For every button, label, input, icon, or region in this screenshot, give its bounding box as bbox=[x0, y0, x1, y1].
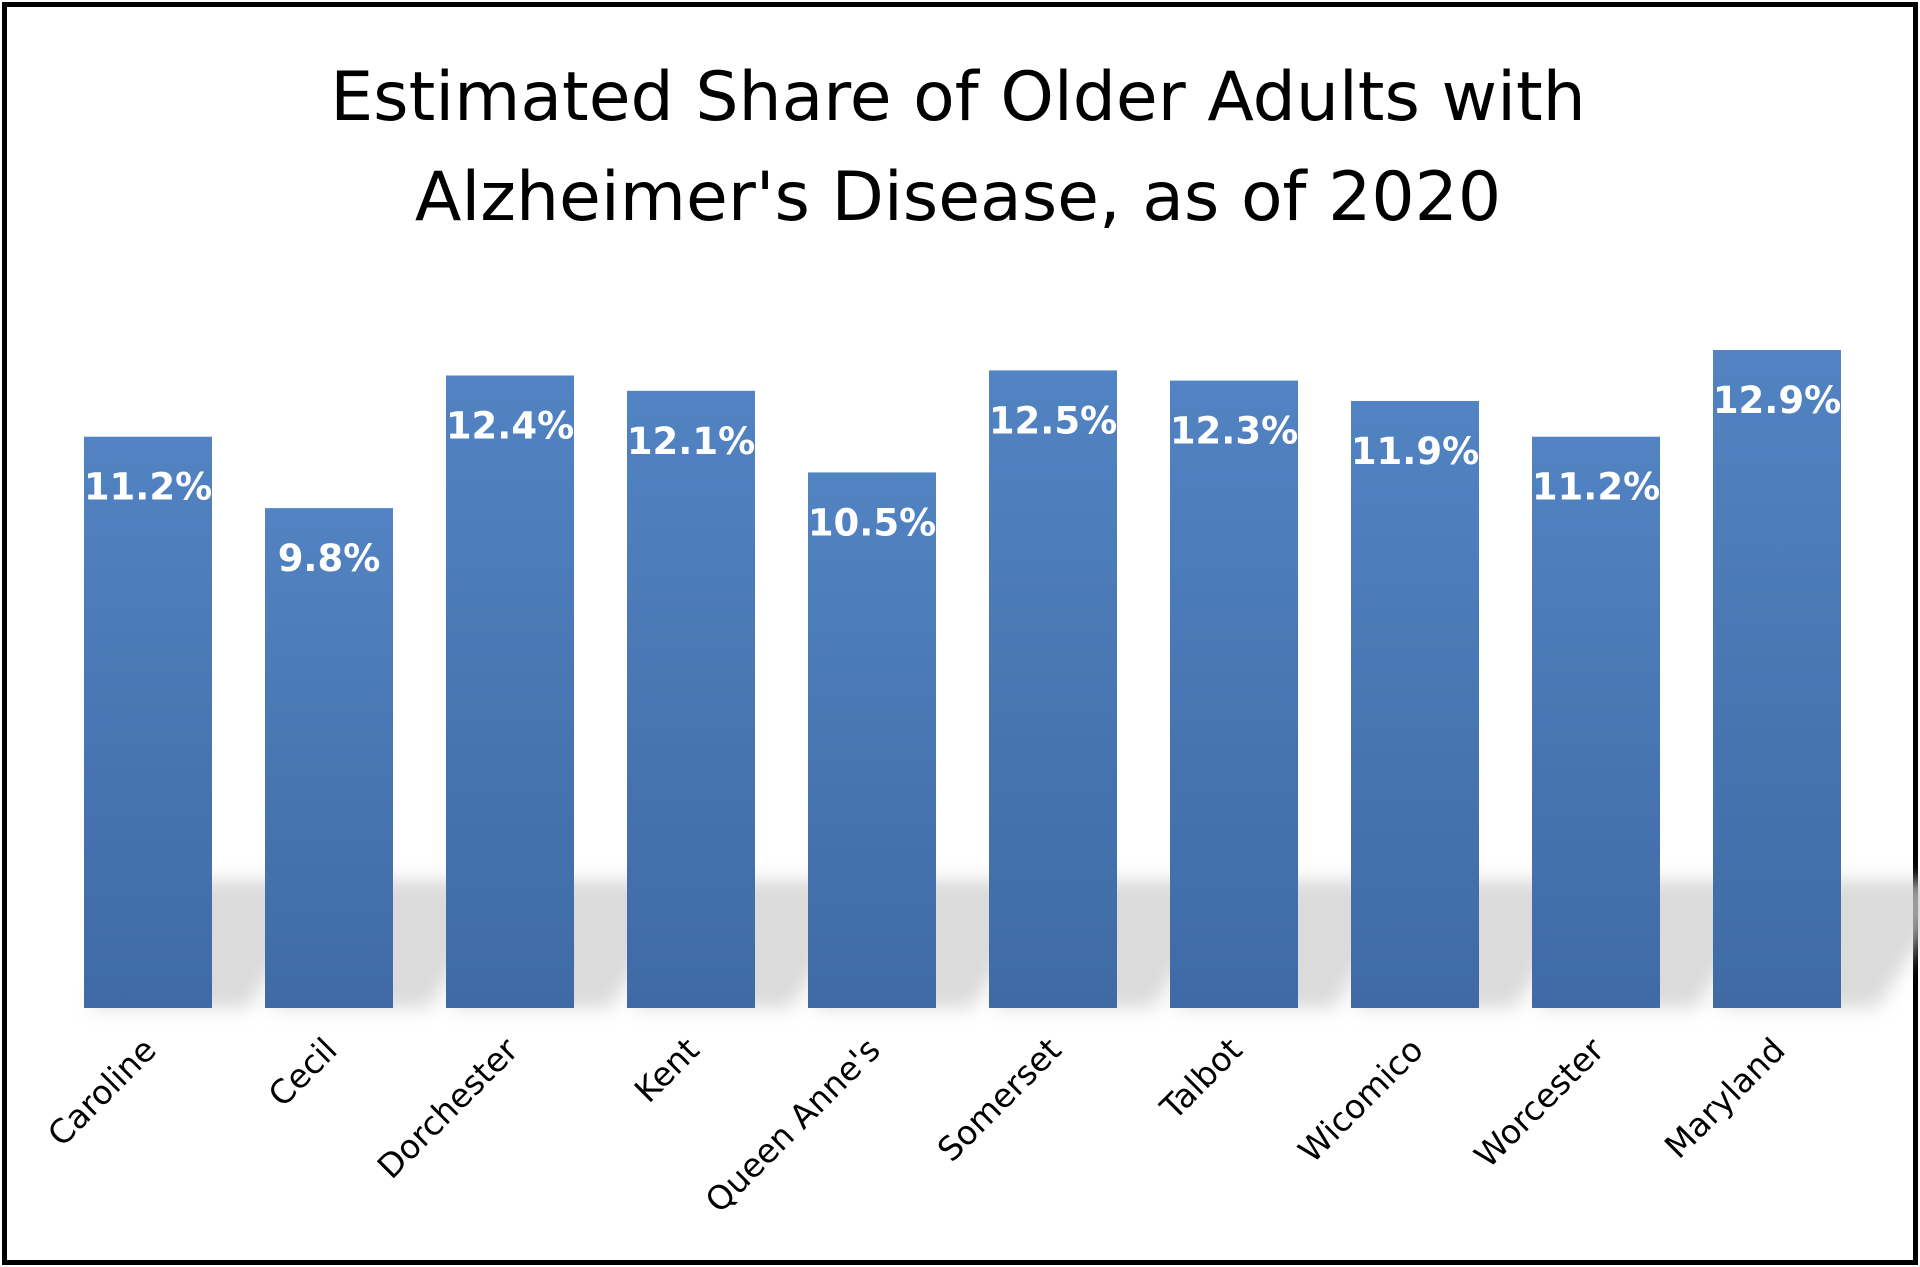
tick-label-somerset: Somerset bbox=[930, 1030, 1069, 1169]
data-labels: 11.2% 9.8% 12.4% 12.1% 10.5% 12.5% 12.3% 11.9% 1… bbox=[84, 379, 1841, 580]
tick-label-kent: Kent bbox=[627, 1030, 707, 1110]
tick-label-maryland: Maryland bbox=[1657, 1030, 1793, 1166]
bar-worcester bbox=[1532, 436, 1660, 1009]
tick-label-caroline: Caroline bbox=[40, 1030, 164, 1154]
tick-label-worcester: Worcester bbox=[1467, 1030, 1612, 1175]
data-label-maryland: 12.9% bbox=[1713, 379, 1841, 422]
data-label-worcester: 11.2% bbox=[1532, 466, 1660, 509]
data-label-somerset: 12.5% bbox=[989, 399, 1117, 442]
bars bbox=[84, 350, 1841, 1009]
bar-dorchester bbox=[446, 375, 574, 1008]
chart-title-line-1: Estimated Share of Older Adults with bbox=[330, 58, 1586, 137]
bar-wicomico bbox=[1351, 401, 1479, 1008]
bar-somerset bbox=[989, 370, 1117, 1009]
tick-label-wicomico: Wicomico bbox=[1291, 1030, 1431, 1170]
tick-label-queen-anne-s: Queen Anne's bbox=[698, 1030, 888, 1220]
data-label-caroline: 11.2% bbox=[84, 466, 212, 509]
data-label-cecil: 9.8% bbox=[278, 537, 381, 580]
tick-label-cecil: Cecil bbox=[261, 1030, 345, 1114]
data-label-dorchester: 12.4% bbox=[446, 405, 574, 448]
tick-label-dorchester: Dorchester bbox=[370, 1030, 526, 1186]
chart-title-line-2: Alzheimer's Disease, as of 2020 bbox=[414, 158, 1502, 237]
data-label-queen-anne-s: 10.5% bbox=[808, 501, 936, 544]
bar-queen-anne-s bbox=[808, 472, 936, 1009]
data-label-wicomico: 11.9% bbox=[1351, 430, 1479, 473]
chart-title: Estimated Share of Older Adults with Alz… bbox=[0, 48, 1916, 248]
data-label-talbot: 12.3% bbox=[1170, 410, 1298, 453]
bar-caroline bbox=[84, 436, 212, 1009]
tick-label-talbot: Talbot bbox=[1152, 1030, 1250, 1128]
bar-maryland bbox=[1713, 350, 1841, 1008]
data-label-kent: 12.1% bbox=[627, 420, 755, 463]
bar-kent bbox=[627, 390, 755, 1008]
bar-talbot bbox=[1170, 380, 1298, 1009]
bar-cecil bbox=[265, 508, 393, 1008]
